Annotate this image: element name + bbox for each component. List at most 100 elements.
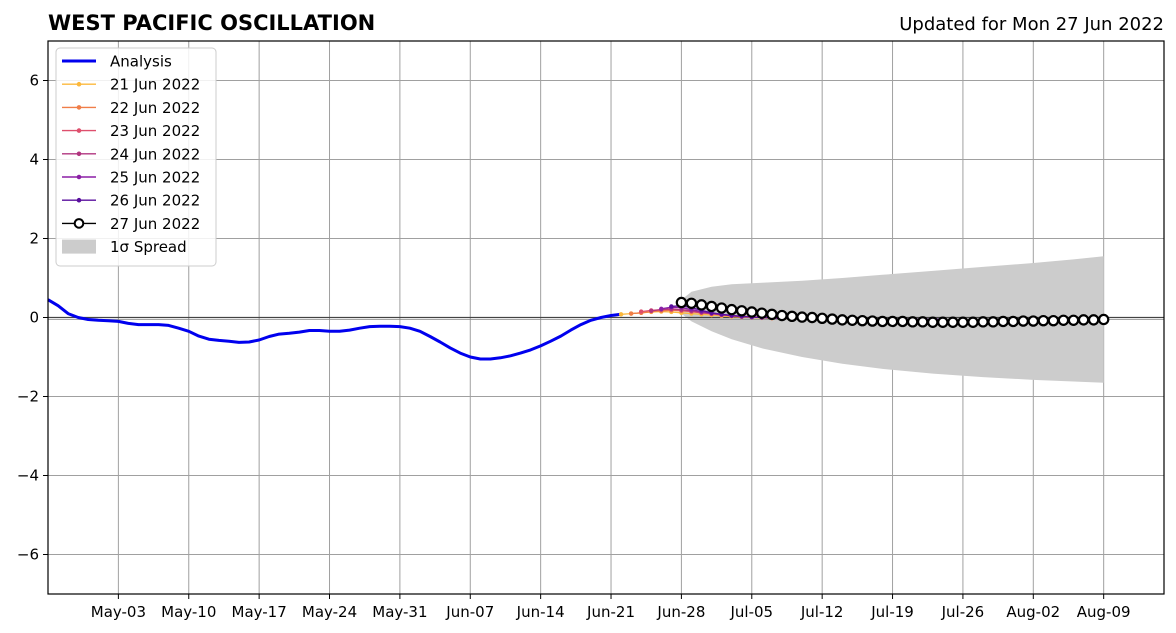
forecast-point	[659, 306, 664, 312]
legend-marker	[76, 151, 82, 157]
forecast-point	[675, 296, 688, 309]
x-tick-label: May-24	[302, 603, 357, 621]
forecast-point	[715, 302, 728, 314]
legend-marker	[76, 174, 82, 180]
legend-label: Analysis	[110, 53, 172, 71]
series	[47, 296, 1164, 361]
forecast-point	[695, 299, 708, 311]
forecast-point	[836, 314, 848, 326]
x-tick-label: May-31	[372, 603, 427, 621]
x-tick-label: Aug-09	[1077, 603, 1131, 621]
forecast-point	[806, 311, 818, 324]
x-tick-label: Jul-26	[941, 603, 985, 621]
legend-entry: 25 Jun 2022	[62, 169, 200, 187]
legend-label: 25 Jun 2022	[110, 169, 200, 187]
forecast-point	[746, 306, 758, 318]
forecast-point	[967, 316, 979, 328]
x-tick-label: Jul-05	[729, 603, 773, 621]
forecast-point	[796, 311, 808, 323]
legend-entry: 1σ Spread	[62, 238, 187, 256]
legend-marker	[76, 197, 82, 203]
forecast-point	[1057, 314, 1070, 326]
legend-marker	[76, 81, 82, 87]
forecast-point	[725, 303, 738, 316]
forecast-point	[977, 316, 989, 328]
legend-label: 22 Jun 2022	[110, 99, 200, 117]
legend-label: 21 Jun 2022	[110, 76, 200, 94]
legend-label: 24 Jun 2022	[110, 145, 200, 163]
legend-entry: Analysis	[62, 53, 172, 71]
forecast-point	[1027, 315, 1039, 327]
forecast-point	[987, 316, 999, 328]
x-tick-label: Jul-12	[800, 603, 844, 621]
x-tick-label: Jun-21	[586, 603, 635, 621]
forecast-point	[947, 316, 959, 328]
y-tick-label: 4	[29, 151, 39, 169]
forecast-point	[856, 314, 869, 327]
forecast-point	[1007, 315, 1019, 328]
x-tick-label: Jun-14	[516, 603, 565, 621]
forecast-point	[896, 315, 909, 328]
y-tick-label: −2	[17, 388, 39, 406]
forecast-point	[786, 310, 798, 323]
x-tick-label: Jun-28	[656, 603, 705, 621]
forecast-point	[649, 308, 654, 313]
legend-entry: 23 Jun 2022	[62, 122, 200, 140]
forecast-point	[736, 305, 748, 317]
forecast-point	[1087, 314, 1100, 326]
forecast-point	[957, 316, 969, 328]
legend: Analysis 21 Jun 2022 22 Jun 2022 23 Jun 202…	[55, 47, 217, 267]
legend-entry: 27 Jun 2022	[62, 215, 200, 233]
x-tick-label: Jun-07	[445, 603, 494, 621]
chart-title: WEST PACIFIC OSCILLATION	[48, 11, 375, 35]
analysis-line	[47, 298, 622, 361]
forecast-point	[906, 316, 919, 328]
forecast-point	[756, 307, 768, 319]
x-tick-label: May-10	[161, 603, 216, 621]
legend-label: 26 Jun 2022	[110, 192, 200, 210]
forecast-point	[927, 316, 939, 328]
legend-box	[55, 47, 217, 267]
x-tick-label: Jul-19	[870, 603, 914, 621]
forecast-point	[816, 312, 828, 324]
x-tick-label: May-17	[232, 603, 287, 621]
y-tick-label: −6	[17, 546, 39, 564]
forecast-point	[628, 311, 634, 316]
forecast-point	[685, 297, 698, 309]
chart-subtitle: Updated for Mon 27 Jun 2022	[899, 14, 1164, 35]
y-tick-label: 0	[29, 309, 39, 327]
forecast-point	[1077, 314, 1090, 326]
forecast-point	[776, 309, 788, 322]
forecast-point	[876, 315, 889, 328]
forecast-point	[1067, 314, 1080, 326]
x-tick-label: Aug-02	[1006, 603, 1060, 621]
legend-marker	[76, 128, 82, 133]
forecast-point	[1017, 315, 1029, 327]
legend-entry: 24 Jun 2022	[62, 145, 200, 163]
legend-entry: 22 Jun 2022	[62, 99, 200, 117]
forecast-point	[937, 316, 949, 328]
forecast-point	[705, 300, 718, 313]
forecast-point	[1037, 314, 1050, 327]
forecast-point	[866, 315, 879, 327]
forecast-point	[886, 315, 899, 328]
legend-label: 23 Jun 2022	[110, 122, 200, 140]
y-tick-label: −4	[17, 467, 39, 485]
forecast-point	[618, 312, 624, 317]
x-tick-label: May-03	[91, 603, 146, 621]
forecast-point	[1097, 313, 1110, 326]
forecast-point	[826, 313, 838, 325]
legend-entry: 21 Jun 2022	[62, 76, 200, 94]
forecast-point	[846, 314, 859, 326]
axis-ticks: −6 −4 −2 0 2 4 6 May-03 May-10 May-17 May-24 May-31…	[17, 72, 1131, 622]
forecast-point	[997, 315, 1009, 328]
y-tick-label: 6	[29, 72, 39, 90]
legend-swatch	[62, 239, 96, 254]
forecast-point	[1047, 314, 1060, 327]
legend-marker	[73, 218, 85, 229]
forecast-point	[917, 316, 929, 328]
legend-entry: 26 Jun 2022	[62, 192, 200, 210]
legend-marker	[76, 105, 82, 110]
